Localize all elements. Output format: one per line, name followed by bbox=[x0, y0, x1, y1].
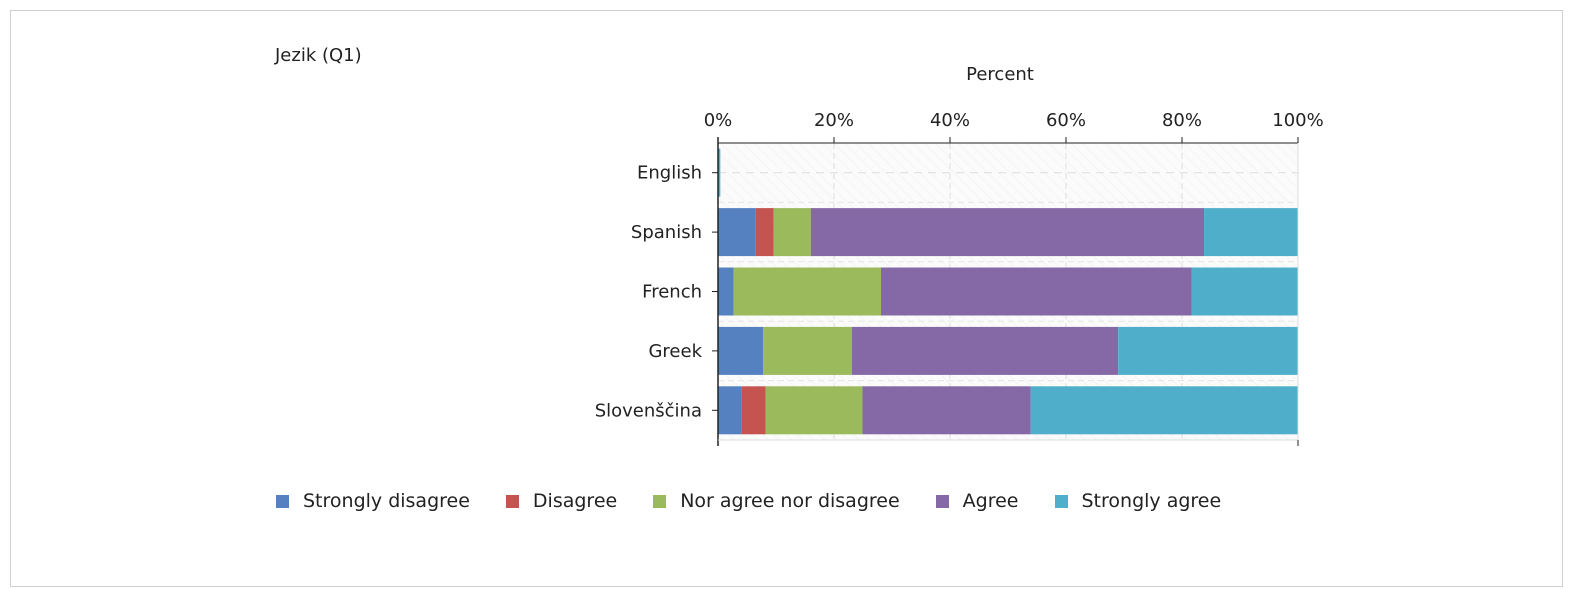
category-label: Greek bbox=[648, 341, 702, 362]
x-tick-label: 60% bbox=[1046, 110, 1086, 131]
chart-title: Jezik (Q1) bbox=[275, 45, 362, 66]
bar-segment bbox=[733, 267, 881, 316]
x-axis-title: Percent bbox=[966, 64, 1034, 85]
bar-segment bbox=[1191, 267, 1298, 316]
category-label: Slovenščina bbox=[595, 400, 702, 421]
bar-segment bbox=[1118, 326, 1298, 375]
legend-swatch bbox=[935, 494, 949, 508]
legend-item[interactable]: Nor agree nor disagree bbox=[653, 490, 900, 512]
x-tick-label: 20% bbox=[814, 110, 854, 131]
bar-segment bbox=[1204, 208, 1298, 257]
category-label: Spanish bbox=[631, 222, 702, 243]
bar-segment bbox=[718, 148, 721, 197]
legend-item[interactable]: Strongly agree bbox=[1054, 490, 1222, 512]
bar-segment bbox=[718, 208, 756, 257]
x-tick-label: 40% bbox=[930, 110, 970, 131]
legend-item[interactable]: Disagree bbox=[505, 490, 618, 512]
category-label: English bbox=[637, 163, 702, 184]
legend-item[interactable]: Agree bbox=[935, 490, 1019, 512]
bar-segment bbox=[718, 386, 742, 435]
legend-swatch bbox=[276, 494, 289, 508]
legend-label: Disagree bbox=[532, 490, 618, 512]
legend-swatch bbox=[505, 494, 519, 508]
bar-segment bbox=[773, 208, 811, 257]
x-tick-label: 80% bbox=[1162, 110, 1202, 131]
legend-item[interactable]: Strongly disagree bbox=[276, 490, 470, 512]
bar-segment bbox=[880, 267, 1192, 316]
legend-label: Agree bbox=[962, 490, 1019, 512]
category-label: French bbox=[642, 282, 702, 303]
legend-swatch bbox=[653, 494, 667, 508]
bar-segment bbox=[810, 208, 1205, 257]
bar-segment bbox=[755, 208, 774, 257]
bar-segment bbox=[718, 267, 734, 316]
legend-swatch bbox=[1054, 494, 1068, 508]
bar-segment bbox=[851, 326, 1119, 375]
bar-segment bbox=[718, 326, 764, 375]
legend-label: Nor agree nor disagree bbox=[680, 490, 900, 512]
bar-segment bbox=[763, 326, 852, 375]
bar-segment bbox=[1030, 386, 1298, 435]
bar-segment bbox=[862, 386, 1031, 435]
x-tick-label: 100% bbox=[1272, 110, 1323, 131]
legend-label: Strongly disagree bbox=[303, 490, 470, 512]
legend: Strongly disagree Disagree Nor agree nor d… bbox=[276, 490, 1257, 512]
bar-segment bbox=[765, 386, 863, 435]
x-tick-label: 0% bbox=[704, 110, 733, 131]
legend-label: Strongly agree bbox=[1081, 490, 1222, 512]
bar-segment bbox=[741, 386, 766, 435]
